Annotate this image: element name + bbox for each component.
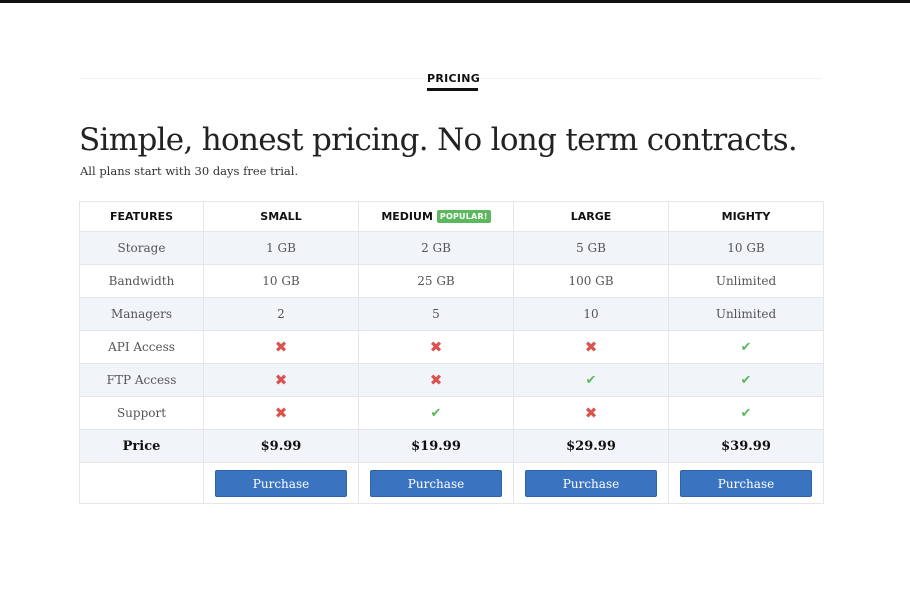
cross-icon: ✖ bbox=[429, 337, 443, 356]
feature-value-mighty: Unlimited bbox=[668, 264, 824, 298]
check-icon: ✔ bbox=[740, 406, 752, 421]
pricing-table: FEATURES SMALL MEDIUM POPULAR! LARGE MIGH… bbox=[79, 201, 824, 504]
plan-header-medium: MEDIUM POPULAR! bbox=[358, 201, 514, 232]
feature-cell-medium: ✖ bbox=[358, 363, 514, 397]
check-icon: ✔ bbox=[740, 340, 752, 355]
cross-icon: ✖ bbox=[584, 337, 598, 356]
feature-label: Bandwidth bbox=[79, 264, 204, 298]
cross-icon: ✖ bbox=[429, 370, 443, 389]
features-header: FEATURES bbox=[79, 201, 204, 232]
feature-label: API Access bbox=[79, 330, 204, 364]
feature-value-medium: 5 bbox=[358, 297, 514, 331]
check-icon: ✔ bbox=[430, 406, 442, 421]
plan-header-large: LARGE bbox=[513, 201, 669, 232]
feature-value-large: 100 GB bbox=[513, 264, 669, 298]
cross-icon: ✖ bbox=[274, 337, 288, 356]
purchase-cell: Purchase bbox=[668, 462, 824, 504]
plan-header-mighty: MIGHTY bbox=[668, 201, 824, 232]
feature-cell-mighty: ✔ bbox=[668, 363, 824, 397]
feature-label: Storage bbox=[79, 231, 204, 265]
price-large: $29.99 bbox=[513, 429, 669, 463]
check-icon: ✔ bbox=[585, 373, 597, 388]
section-title: PRICING bbox=[427, 72, 480, 91]
table-row: Support ✖ ✔ ✖ ✔ bbox=[79, 396, 824, 430]
table-header-row: FEATURES SMALL MEDIUM POPULAR! LARGE MIGH… bbox=[79, 201, 824, 232]
feature-cell-small: ✖ bbox=[203, 363, 359, 397]
purchase-cell: Purchase bbox=[203, 462, 359, 504]
purchase-button-large[interactable]: Purchase bbox=[525, 469, 657, 497]
price-mighty: $39.99 bbox=[668, 429, 824, 463]
table-row: Managers 2 5 10 Unlimited bbox=[79, 297, 824, 331]
feature-value-mighty: Unlimited bbox=[668, 297, 824, 331]
price-label: Price bbox=[79, 429, 204, 463]
cross-icon: ✖ bbox=[274, 370, 288, 389]
plan-header-small: SMALL bbox=[203, 201, 359, 232]
feature-cell-large: ✔ bbox=[513, 363, 669, 397]
feature-cell-medium: ✖ bbox=[358, 330, 514, 364]
plan-name: LARGE bbox=[570, 210, 612, 223]
feature-value-medium: 25 GB bbox=[358, 264, 514, 298]
feature-value-medium: 2 GB bbox=[358, 231, 514, 265]
feature-cell-small: ✖ bbox=[203, 396, 359, 430]
empty-cell bbox=[79, 462, 204, 504]
feature-cell-small: ✖ bbox=[203, 330, 359, 364]
table-row: Storage 1 GB 2 GB 5 GB 10 GB bbox=[79, 231, 824, 265]
popular-badge: POPULAR! bbox=[436, 210, 491, 223]
feature-label: Managers bbox=[79, 297, 204, 331]
feature-label: Support bbox=[79, 396, 204, 430]
page-subheadline: All plans start with 30 days free trial. bbox=[80, 164, 299, 178]
plan-name: MEDIUM bbox=[381, 210, 433, 223]
feature-cell-mighty: ✔ bbox=[668, 330, 824, 364]
feature-value-large: 10 bbox=[513, 297, 669, 331]
purchase-row: Purchase Purchase Purchase Purchase bbox=[79, 462, 824, 504]
feature-cell-large: ✖ bbox=[513, 396, 669, 430]
feature-label: FTP Access bbox=[79, 363, 204, 397]
price-medium: $19.99 bbox=[358, 429, 514, 463]
feature-value-mighty: 10 GB bbox=[668, 231, 824, 265]
feature-cell-medium: ✔ bbox=[358, 396, 514, 430]
check-icon: ✔ bbox=[740, 373, 752, 388]
price-row: Price $9.99 $19.99 $29.99 $39.99 bbox=[79, 429, 824, 463]
plan-name: SMALL bbox=[260, 210, 302, 223]
price-small: $9.99 bbox=[203, 429, 359, 463]
feature-value-large: 5 GB bbox=[513, 231, 669, 265]
feature-cell-mighty: ✔ bbox=[668, 396, 824, 430]
table-row: Bandwidth 10 GB 25 GB 100 GB Unlimited bbox=[79, 264, 824, 298]
purchase-button-mighty[interactable]: Purchase bbox=[680, 469, 812, 497]
table-row: API Access ✖ ✖ ✖ ✔ bbox=[79, 330, 824, 364]
feature-value-small: 1 GB bbox=[203, 231, 359, 265]
feature-value-small: 10 GB bbox=[203, 264, 359, 298]
feature-cell-large: ✖ bbox=[513, 330, 669, 364]
cross-icon: ✖ bbox=[584, 403, 598, 422]
plan-name: MIGHTY bbox=[721, 210, 771, 223]
cross-icon: ✖ bbox=[274, 403, 288, 422]
page-headline: Simple, honest pricing. No long term con… bbox=[79, 122, 798, 158]
feature-value-small: 2 bbox=[203, 297, 359, 331]
top-border bbox=[0, 0, 910, 3]
purchase-button-medium[interactable]: Purchase bbox=[370, 469, 502, 497]
table-row: FTP Access ✖ ✖ ✔ ✔ bbox=[79, 363, 824, 397]
purchase-cell: Purchase bbox=[358, 462, 514, 504]
purchase-cell: Purchase bbox=[513, 462, 669, 504]
purchase-button-small[interactable]: Purchase bbox=[215, 469, 347, 497]
